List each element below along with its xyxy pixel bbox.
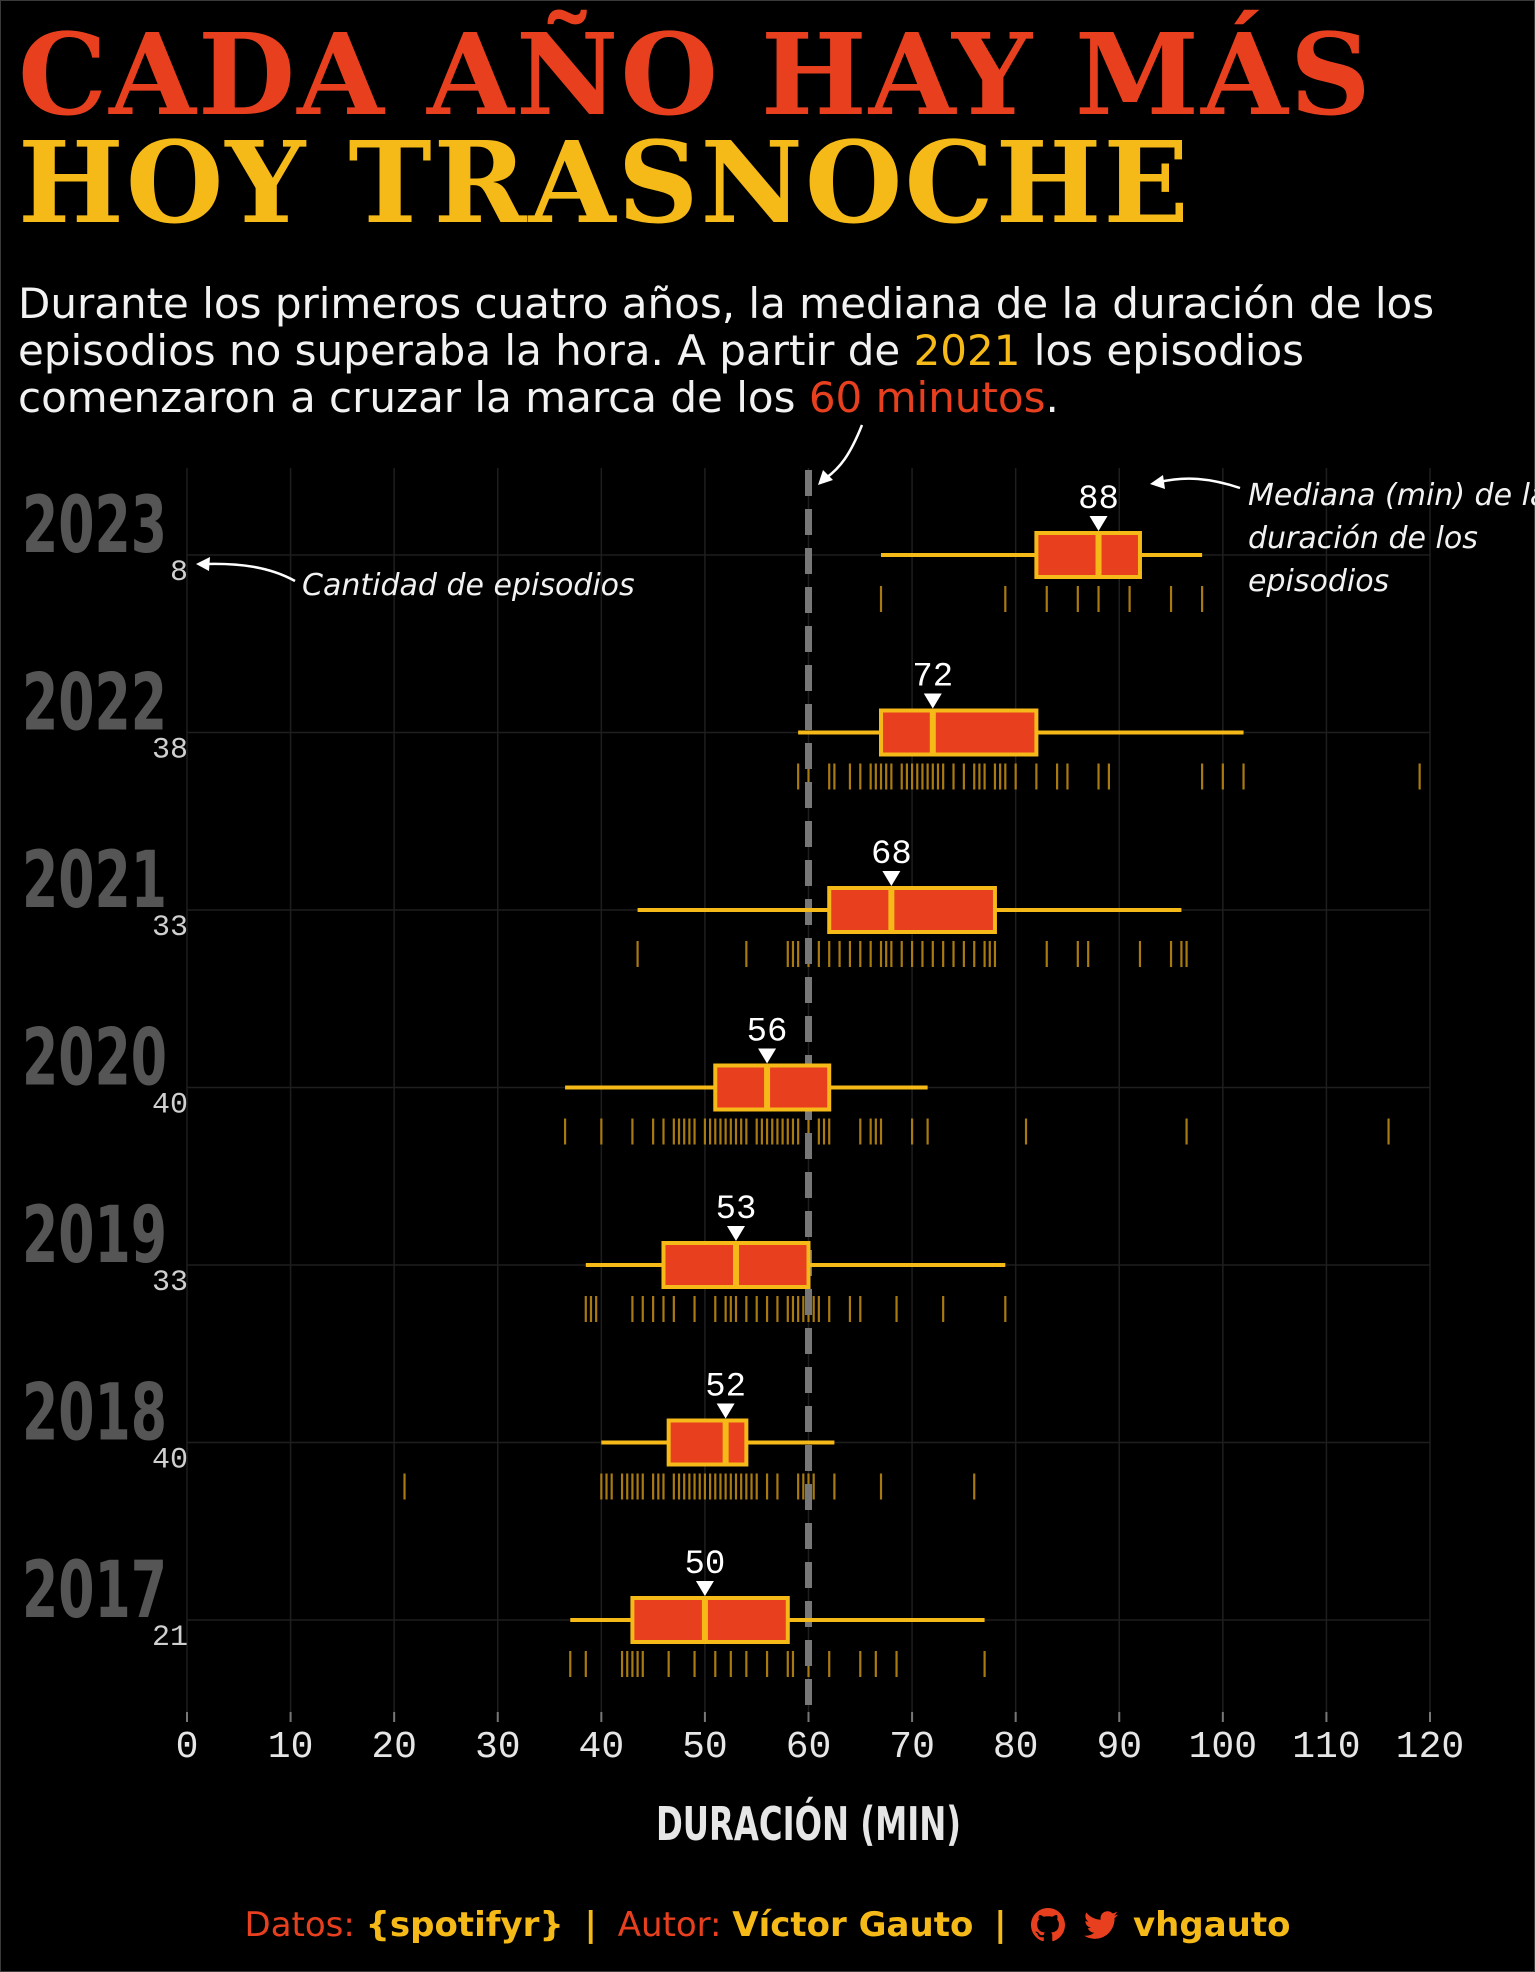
subtitle-arrow-60-head (818, 470, 833, 485)
x-tick-label-60: 60 (786, 1726, 832, 1769)
github-icon (1031, 1908, 1066, 1942)
x-tick-label-40: 40 (579, 1726, 625, 1769)
median-marker-2017 (695, 1581, 714, 1596)
count-label-2019: 33 (152, 1266, 188, 1300)
iqr-box-2023 (1034, 531, 1142, 579)
count-label-2022: 38 (152, 734, 188, 768)
iqr-box-2018 (666, 1418, 749, 1467)
x-tick-label-100: 100 (1189, 1726, 1257, 1769)
caption-separator-1: | (584, 1905, 597, 1945)
count-label-2017: 21 (152, 1621, 188, 1655)
subtitle-highlight-minutes: 60 minutos (808, 373, 1046, 422)
median-marker-2018 (716, 1403, 735, 1419)
caption: Datos: {spotifyr} | Autor: Víctor Gauto … (0, 1905, 1535, 1945)
box-2022: 72 (798, 659, 1244, 757)
x-tick-label-0: 0 (176, 1726, 199, 1769)
episode-rug (403, 586, 1421, 1677)
box-2020: 56 (565, 1014, 928, 1112)
row-labels: 2023820223820213320204020193320184020172… (22, 481, 188, 1655)
caption-author-label: Autor: (617, 1905, 722, 1945)
x-tick-label-70: 70 (889, 1726, 935, 1769)
median-marker-2022 (923, 693, 942, 709)
x-ticks: 0 10 20 30 40 50 60 70 80 90 100 110 120 (176, 1712, 1464, 1769)
count-label-2018: 40 (152, 1444, 188, 1478)
median-label-2017: 50 (685, 1546, 726, 1584)
box-2021: 68 (637, 836, 1182, 934)
caption-author-value: Víctor Gauto (732, 1905, 974, 1945)
year-label-2019: 2019 (22, 1191, 167, 1281)
median-label-2020: 56 (747, 1014, 788, 1052)
median-label-2019: 53 (716, 1191, 757, 1229)
title-line-1: CADA AÑO HAY MÁS (18, 10, 1373, 141)
count-arrow-head (196, 557, 210, 571)
median-marker-2019 (726, 1226, 745, 1241)
median-label-2022: 72 (912, 659, 953, 697)
year-label-2017: 2017 (22, 1546, 167, 1636)
caption-separator-2: | (994, 1905, 1007, 1945)
count-arrow (204, 562, 296, 583)
x-tick-label-120: 120 (1396, 1726, 1464, 1769)
x-tick-label-50: 50 (682, 1726, 728, 1769)
median-annotation-line-1: Mediana (min) de la (1248, 478, 1535, 513)
iqr-box-2022 (879, 708, 1039, 757)
box-2023: 88 (881, 481, 1203, 579)
box-2019: 53 (585, 1191, 1006, 1289)
x-axis-label: DURACIÓN (MIN) (656, 1797, 961, 1851)
subtitle: Durante los primeros cuatro años, la med… (18, 280, 1438, 421)
year-label-2018: 2018 (22, 1369, 167, 1459)
year-label-2023: 2023 (22, 481, 167, 571)
iqr-box-2017 (630, 1596, 790, 1644)
iqr-box-2020 (713, 1063, 832, 1112)
median-label-2021: 68 (871, 836, 912, 874)
box-2017: 50 (570, 1546, 985, 1644)
median-arrow (1159, 477, 1241, 490)
caption-data-label: Datos: (244, 1905, 355, 1945)
count-annotation: Cantidad de episodios (302, 568, 635, 603)
subtitle-part-3: . (1045, 373, 1059, 422)
subtitle-arrow-60 (825, 424, 864, 480)
count-label-2021: 33 (152, 911, 188, 945)
boxes: 88 72 68 56 53 52 50 (565, 481, 1244, 1644)
x-tick-label-110: 110 (1292, 1726, 1360, 1769)
year-label-2022: 2022 (22, 659, 167, 749)
median-arrow-head (1150, 475, 1165, 489)
year-label-2021: 2021 (22, 836, 167, 926)
median-label-2023: 88 (1078, 481, 1119, 519)
median-marker-2020 (758, 1048, 777, 1064)
subtitle-part-2: los episodios comenzaron a cruzar la mar… (18, 326, 1305, 422)
count-label-2020: 40 (152, 1089, 188, 1123)
median-marker-2021 (882, 871, 901, 886)
iqr-box-2021 (827, 886, 997, 934)
median-annotation-line-3: episodios (1248, 564, 1389, 599)
median-annotation-line-2: duración de los (1248, 521, 1478, 556)
x-tick-label-90: 90 (1096, 1726, 1142, 1769)
x-tick-label-10: 10 (268, 1726, 314, 1769)
twitter-icon (1084, 1911, 1119, 1939)
x-tick-label-20: 20 (371, 1726, 417, 1769)
box-2018: 52 (601, 1369, 835, 1467)
annotations: Cantidad de episodios Mediana (min) de l… (196, 424, 1535, 603)
year-label-2020: 2020 (22, 1014, 167, 1104)
caption-handle: vhgauto (1132, 1905, 1291, 1945)
median-label-2018: 52 (705, 1369, 746, 1407)
subtitle-highlight-year: 2021 (913, 326, 1021, 375)
title-line-2: HOY TRASNOCHE (18, 118, 1191, 249)
x-tick-label-80: 80 (993, 1726, 1039, 1769)
median-marker-2023 (1089, 516, 1108, 531)
x-tick-label-30: 30 (475, 1726, 521, 1769)
count-label-2023: 8 (170, 556, 188, 590)
subtitle-part-1: Durante los primeros cuatro años, la med… (18, 279, 1435, 375)
caption-data-value: {spotifyr} (365, 1905, 564, 1945)
